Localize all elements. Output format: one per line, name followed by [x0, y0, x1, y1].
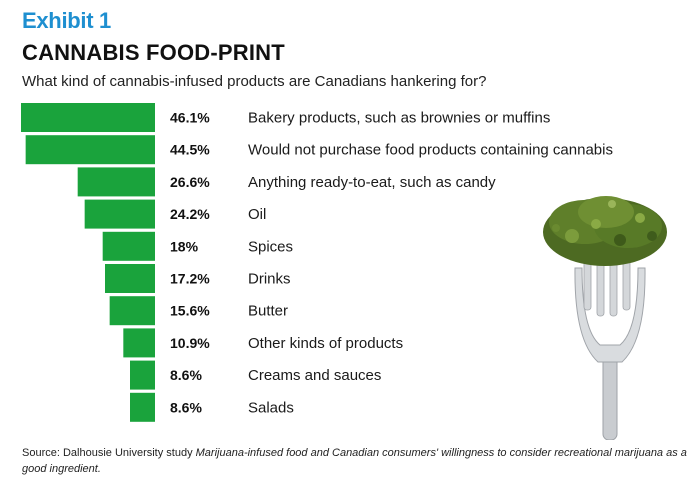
labels-group: 46.1% Bakery products, such as brownies o… [170, 110, 613, 417]
category-label: Would not purchase food products contain… [248, 142, 613, 159]
value-label: 17.2% [170, 271, 210, 287]
bars-group [21, 103, 156, 422]
bar [21, 103, 155, 132]
source-title: Marijuana-infused food and Canadian cons… [22, 447, 687, 475]
bar [123, 328, 155, 358]
category-label: Drinks [248, 271, 291, 288]
exhibit-label: Exhibit 1 [22, 8, 111, 33]
value-label: 44.5% [170, 142, 210, 158]
bar [130, 392, 155, 422]
chart-subtitle: What kind of cannabis-infused products a… [22, 73, 487, 90]
category-label: Butter [248, 303, 288, 320]
value-label: 46.1% [170, 110, 210, 126]
bar [130, 360, 155, 390]
bar [25, 135, 156, 165]
chart-title: CANNABIS FOOD-PRINT [22, 40, 285, 65]
category-label: Bakery products, such as brownies or muf… [248, 110, 550, 127]
bar [102, 231, 155, 261]
source-note: Source: Dalhousie University study Marij… [22, 445, 687, 477]
category-label: Oil [248, 206, 266, 223]
bar-chart: 46.1% Bakery products, such as brownies o… [21, 103, 667, 440]
bar [105, 264, 155, 293]
value-label: 26.6% [170, 174, 210, 190]
category-label: Spices [248, 238, 293, 255]
category-label: Other kinds of products [248, 335, 403, 352]
value-label: 18% [170, 238, 199, 254]
value-label: 15.6% [170, 303, 210, 319]
value-label: 8.6% [170, 399, 202, 415]
category-label: Anything ready-to-eat, such as candy [248, 174, 496, 191]
source-prefix: Source: Dalhousie University study [22, 447, 196, 459]
category-label: Salads [248, 399, 294, 416]
bar [84, 199, 155, 229]
bar [77, 167, 155, 197]
value-label: 10.9% [170, 335, 210, 351]
bar [109, 296, 155, 326]
value-label: 24.2% [170, 206, 210, 222]
category-label: Creams and sauces [248, 367, 381, 384]
fork-with-cannabis-icon [543, 196, 667, 440]
value-label: 8.6% [170, 367, 202, 383]
